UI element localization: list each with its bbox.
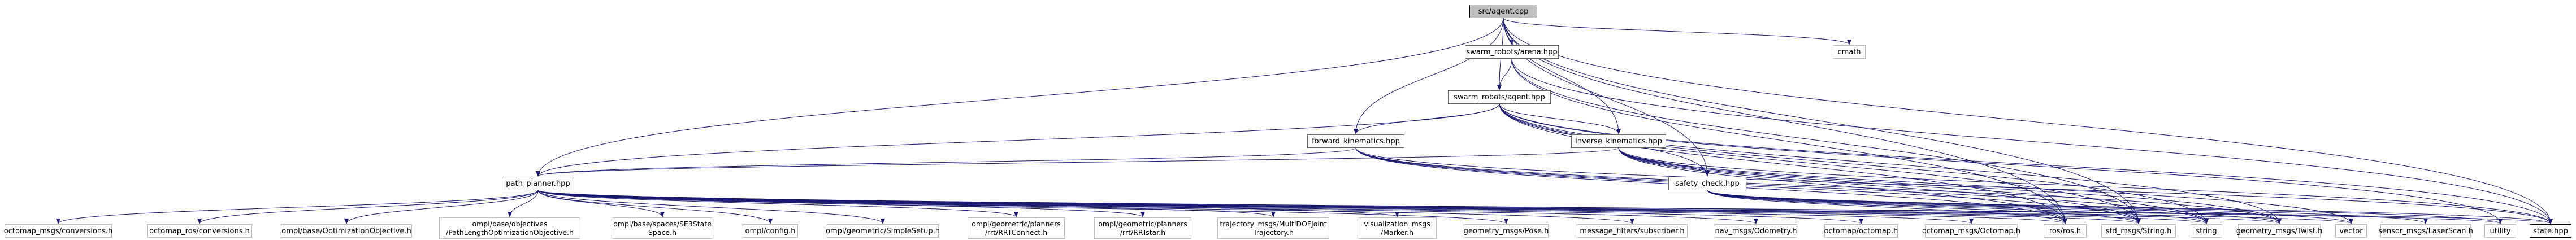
edge-agent-hpp-to-state-hpp: [1499, 103, 2553, 224]
node-nav-msgs-odometry[interactable]: nav_msgs/Odometry.h: [1715, 224, 1797, 238]
edge-path-planner-hpp-to-ompl-config: [537, 190, 773, 224]
edge-forward-kinematics-hpp-to-string: [1355, 147, 2209, 224]
node-ros-ros-h[interactable]: ros/ros.h: [2044, 224, 2087, 238]
node-vector[interactable]: vector: [2335, 224, 2367, 238]
edge-src-agent-cpp-to-path-planner-hpp: [536, 18, 1504, 177]
edge-safety-check-hpp-to-geometry-msgs-twist: [1707, 190, 2282, 224]
edge-src-agent-cpp-to-inverse-kinematics-hpp: [1503, 18, 1621, 134]
node-forward-kinematics-hpp[interactable]: forward_kinematics.hpp: [1307, 134, 1404, 148]
node-safety-check-hpp[interactable]: safety_check.hpp: [1668, 177, 1746, 190]
node-octomap-msgs-octomap[interactable]: octomap_msgs/Octomap.h: [1922, 224, 2020, 238]
node-geometry-msgs-pose[interactable]: geometry_msgs/Pose.h: [1464, 224, 1549, 238]
edge-inverse-kinematics-hpp-to-geometry-msgs-twist: [1618, 147, 2282, 224]
edge-agent-hpp-to-string: [1499, 103, 2209, 224]
node-octomap-msgs-conversions[interactable]: octomap_msgs/conversions.h: [4, 224, 112, 238]
edge-agent-hpp-to-inverse-kinematics-hpp: [1499, 103, 1621, 134]
edge-path-planner-hpp-to-message-filters-subscriber: [537, 190, 1634, 224]
edge-src-agent-cpp-to-std-msgs-string: [1503, 18, 2141, 224]
edge-path-planner-hpp-to-octomap-msgs-conversions: [56, 190, 539, 224]
node-src-agent-cpp[interactable]: src/agent.cpp: [1469, 5, 1537, 18]
edge-inverse-kinematics-hpp-to-vector: [1618, 147, 2353, 224]
edge-agent-hpp-to-std-msgs-string: [1499, 103, 2141, 224]
edge-path-planner-hpp-to-state-hpp: [537, 190, 2552, 224]
node-inverse-kinematics-hpp[interactable]: inverse_kinematics.hpp: [1571, 134, 1666, 148]
edge-path-planner-hpp-to-vector: [537, 190, 2353, 224]
edge-arena-hpp-to-state-hpp: [1511, 58, 2553, 224]
node-agent-hpp[interactable]: swarm_robots/agent.hpp: [1448, 90, 1551, 104]
node-arena-hpp[interactable]: swarm_robots/arena.hpp: [1465, 45, 1559, 59]
node-string[interactable]: string: [2191, 224, 2222, 238]
node-ompl-config[interactable]: ompl/config.h: [743, 224, 798, 238]
edge-path-planner-hpp-to-ompl-optimization-objective: [344, 190, 539, 224]
edge-path-planner-hpp-to-ompl-rrtconnect: [537, 190, 1018, 217]
edge-inverse-kinematics-hpp-to-ros-ros-h: [1618, 147, 2067, 224]
node-ompl-rrtconnect[interactable]: ompl/geometric/planners/rrt/RRTConnect.h: [968, 217, 1065, 239]
edge-agent-hpp-to-geometry-msgs-twist: [1499, 103, 2282, 224]
edge-path-planner-hpp-to-ompl-simple-setup: [537, 190, 885, 224]
edge-src-agent-cpp-to-forward-kinematics-hpp: [1354, 18, 1504, 134]
node-octomap-octomap[interactable]: octomap/octomap.h: [1824, 224, 1898, 238]
edge-forward-kinematics-hpp-to-path-planner-hpp: [536, 147, 1356, 177]
edge-path-planner-hpp-to-octomap-ros-conversions: [197, 190, 539, 224]
edge-path-planner-hpp-to-geometry-msgs-pose: [537, 190, 1508, 224]
node-ompl-se3-state-space[interactable]: ompl/base/spaces/SE3State Space.h: [612, 217, 713, 239]
node-trajectory-msgs[interactable]: trajectory_msgs/MultiDOFJoint Trajectory.…: [1217, 217, 1329, 239]
node-ompl-path-length-objective[interactable]: ompl/base/objectives/PathLengthOptimizat…: [439, 217, 580, 239]
edge-path-planner-hpp-to-ompl-se3-state-space: [537, 190, 665, 217]
node-path-planner-hpp[interactable]: path_planner.hpp: [502, 177, 574, 190]
node-utility[interactable]: utility: [2484, 224, 2516, 238]
node-sensor-msgs-laserscan[interactable]: sensor_msgs/LaserScan.h: [2378, 224, 2473, 238]
edge-agent-hpp-to-ros-ros-h: [1499, 103, 2067, 224]
node-message-filters-subscriber[interactable]: message_filters/subscriber.h: [1577, 224, 1688, 238]
edge-agent-hpp-to-forward-kinematics-hpp: [1354, 103, 1500, 134]
edge-inverse-kinematics-hpp-to-state-hpp: [1618, 147, 2553, 224]
node-ompl-rrtstar[interactable]: ompl/geometric/planners/rrt/RRTstar.h: [1094, 217, 1191, 239]
node-ompl-simple-setup[interactable]: ompl/geometric/SimpleSetup.h: [826, 224, 940, 238]
node-cmath[interactable]: cmath: [1833, 45, 1866, 59]
node-octomap-ros-conversions[interactable]: octomap_ros/conversions.h: [147, 224, 252, 238]
edge-agent-hpp-to-path-planner-hpp: [536, 103, 1500, 177]
node-ompl-optimization-objective[interactable]: ompl/base/OptimizationObjective.h: [281, 224, 412, 238]
node-state-hpp[interactable]: state.hpp: [2530, 224, 2571, 238]
edge-src-agent-cpp-to-state-hpp: [1503, 18, 2553, 224]
edge-agent-hpp-to-utility: [1499, 103, 2503, 224]
edge-path-planner-hpp-to-octomap-octomap: [537, 190, 1863, 224]
node-geometry-msgs-twist[interactable]: geometry_msgs/Twist.h: [2236, 224, 2322, 238]
node-visualization-msgs-marker[interactable]: visualization_msgs/Marker.h: [1358, 217, 1437, 239]
edge-path-planner-hpp-to-nav-msgs-odometry: [537, 190, 1758, 224]
edge-inverse-kinematics-hpp-to-path-planner-hpp: [536, 147, 1619, 177]
node-std-msgs-string[interactable]: std_msgs/String.h: [2101, 224, 2176, 238]
edge-inverse-kinematics-hpp-to-string: [1618, 147, 2209, 224]
edge-safety-check-hpp-to-vector: [1707, 190, 2353, 224]
edge-safety-check-hpp-to-state-hpp: [1707, 190, 2553, 224]
edge-path-planner-hpp-to-ompl-path-length-objective: [508, 190, 539, 217]
edge-src-agent-cpp-to-cmath: [1503, 18, 1851, 45]
edge-arena-hpp-to-agent-hpp: [1497, 58, 1512, 90]
